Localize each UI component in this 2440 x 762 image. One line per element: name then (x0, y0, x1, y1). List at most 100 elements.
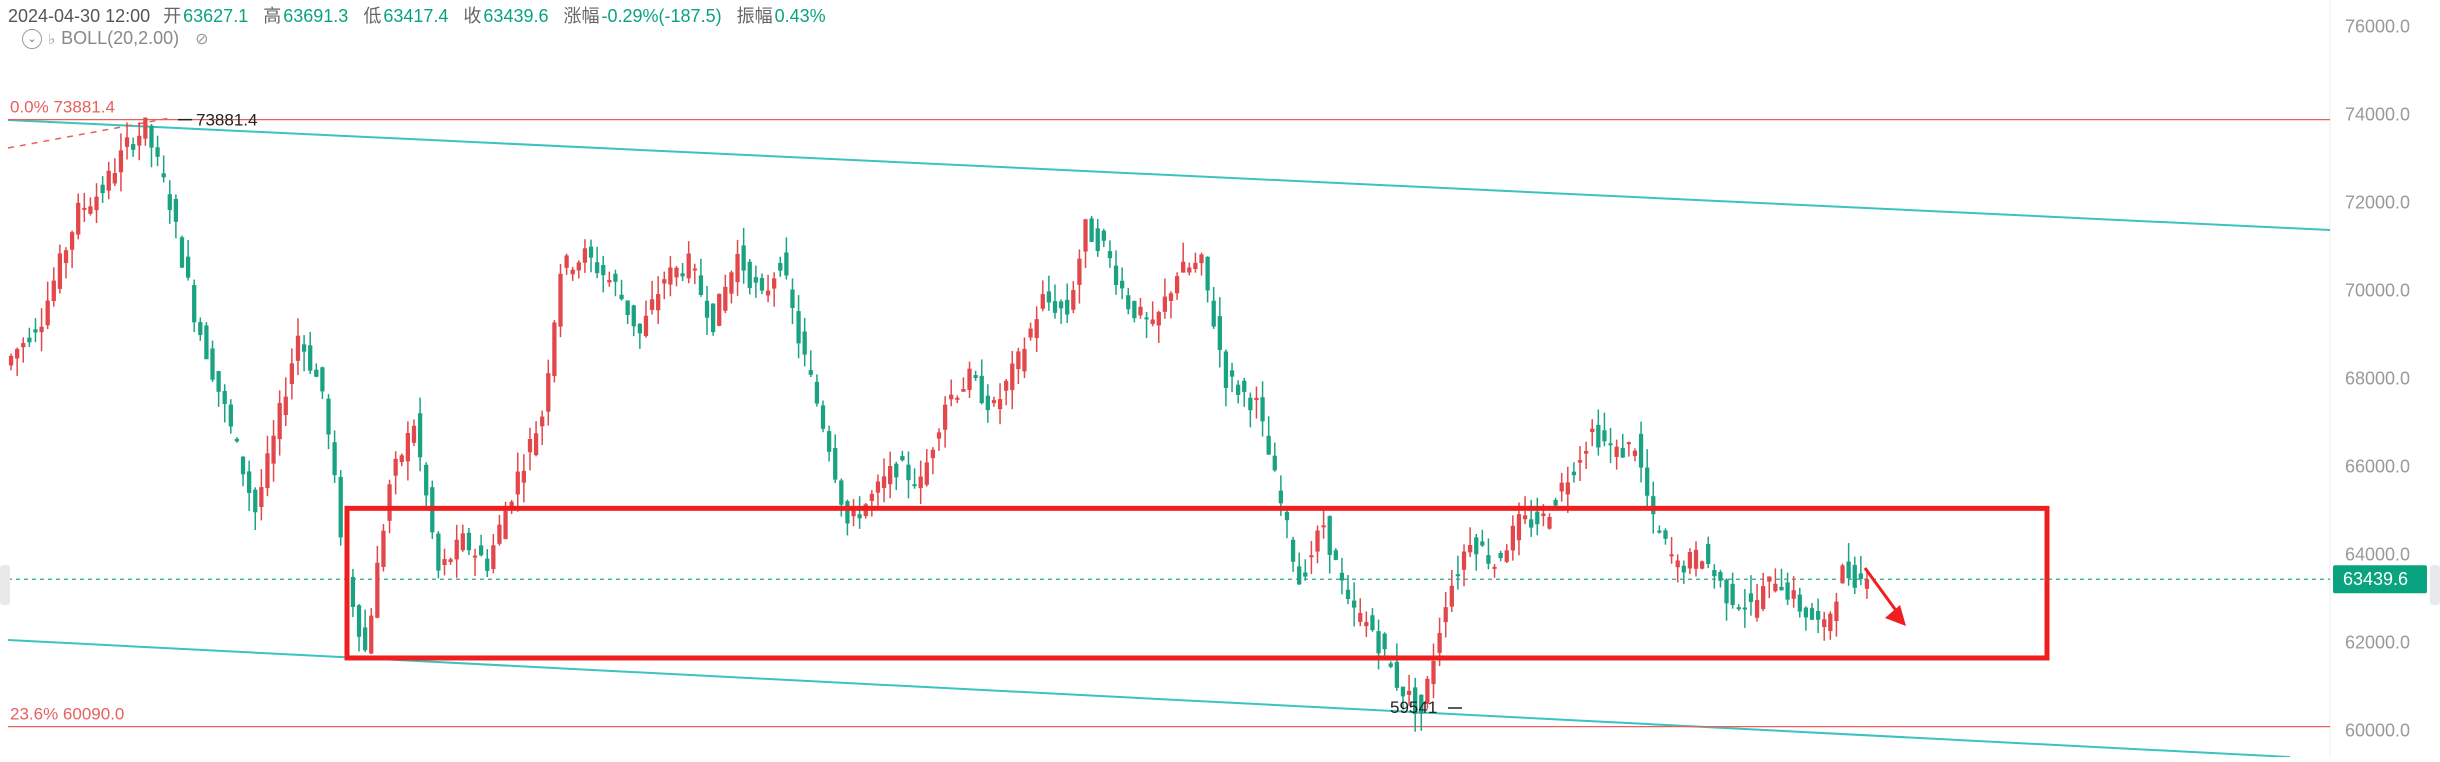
candle-body (564, 255, 569, 268)
candle-body (277, 402, 282, 440)
eye-off-icon[interactable]: ⊘ (195, 30, 209, 48)
candle-body (131, 144, 136, 150)
candle-body (204, 325, 209, 360)
candle-body (717, 293, 722, 326)
last-price-label: 63439.6 (2343, 569, 2408, 589)
candle-body (82, 207, 87, 210)
candle-body (51, 280, 56, 302)
candle-body (674, 267, 679, 278)
candle-body (1181, 261, 1186, 273)
candle-body (1248, 397, 1253, 411)
low-label: 低 (363, 6, 382, 26)
candle-body (888, 465, 893, 485)
candle-body (900, 456, 905, 461)
candle-body (833, 448, 838, 480)
red-arrow-head (1885, 605, 1906, 626)
chevron-down-icon[interactable]: ⌄ (22, 28, 42, 49)
candle-body (1315, 530, 1320, 552)
candle-body (497, 524, 502, 544)
candle-body (1577, 460, 1583, 463)
candle-body (69, 232, 75, 250)
candle-body (1046, 291, 1052, 303)
candle-body (619, 294, 624, 300)
candle-body (753, 277, 758, 283)
candle-body (912, 484, 917, 487)
candle-body (784, 252, 789, 276)
candle-body (692, 268, 697, 271)
candle-body (1693, 549, 1699, 569)
candle-body (582, 248, 588, 263)
change-label: 涨幅 (563, 6, 600, 26)
candle-body (735, 253, 740, 283)
right-scroll-handle[interactable] (2430, 565, 2440, 605)
candle-body (1779, 586, 1784, 591)
candle-body (845, 501, 850, 524)
candle-body (1785, 582, 1790, 600)
candle-body (1144, 317, 1149, 320)
left-scroll-handle[interactable] (0, 565, 10, 605)
candle-body (1809, 608, 1815, 620)
candles-layer (8, 117, 1870, 732)
candle-body (869, 493, 874, 501)
fib-level-label: 23.6% 60090.0 (10, 705, 124, 724)
candle-body (320, 367, 325, 392)
candle-body (1675, 560, 1680, 568)
candle-body (594, 262, 600, 274)
indicator-label[interactable]: BOLL(20,2.00) (61, 28, 180, 48)
candle-body (1333, 550, 1338, 560)
candle-body (1156, 311, 1161, 326)
candle-body (1382, 633, 1387, 650)
candle-body (1828, 613, 1833, 632)
candle-body (814, 381, 820, 404)
candle-body (1376, 631, 1381, 654)
candle-body (857, 514, 862, 519)
candle-body (1443, 607, 1448, 623)
candle-body (991, 400, 997, 404)
candle-body (448, 559, 453, 563)
candle-body (338, 476, 343, 538)
candle-body (936, 432, 942, 439)
candle-body (375, 562, 380, 618)
candle-body (558, 273, 563, 327)
candle-body (729, 272, 734, 294)
high-marker-label: 73881.4 (196, 111, 257, 130)
candle-body (301, 344, 307, 352)
candle-body (1590, 428, 1595, 433)
candle-body (1596, 424, 1601, 448)
candle-body (57, 253, 63, 289)
candle-body (1309, 555, 1314, 558)
candle-body (1107, 251, 1113, 259)
candle-body (1583, 451, 1589, 454)
candle-body (1290, 539, 1296, 562)
candle-body (851, 507, 856, 517)
candle-body (546, 373, 551, 412)
candle-body (1754, 600, 1760, 618)
candle-body (1358, 613, 1363, 622)
candle-body (649, 299, 655, 310)
candle-body (949, 394, 954, 400)
candle-body (356, 605, 362, 637)
candle-body (668, 267, 673, 285)
candle-body (112, 173, 117, 184)
candle-body (1126, 295, 1131, 310)
candle-body (1455, 574, 1461, 577)
candle-body (295, 335, 301, 361)
candle-body (1626, 442, 1631, 445)
candle-body (454, 539, 459, 560)
candle-body (686, 253, 691, 279)
bell-icon[interactable]: ♭ (48, 30, 56, 48)
candle-body (1223, 351, 1229, 389)
candle-body (1089, 218, 1094, 242)
candle-body (1730, 583, 1735, 606)
candle-body (222, 391, 227, 405)
candle-body (1669, 554, 1674, 557)
candle-body (576, 262, 581, 271)
candle-body (1034, 319, 1039, 339)
candle-body (1010, 363, 1015, 391)
y-tick-label: 74000.0 (2345, 104, 2410, 124)
candle-body (411, 425, 417, 443)
candle-body (393, 458, 398, 476)
candle-body (1822, 619, 1827, 627)
